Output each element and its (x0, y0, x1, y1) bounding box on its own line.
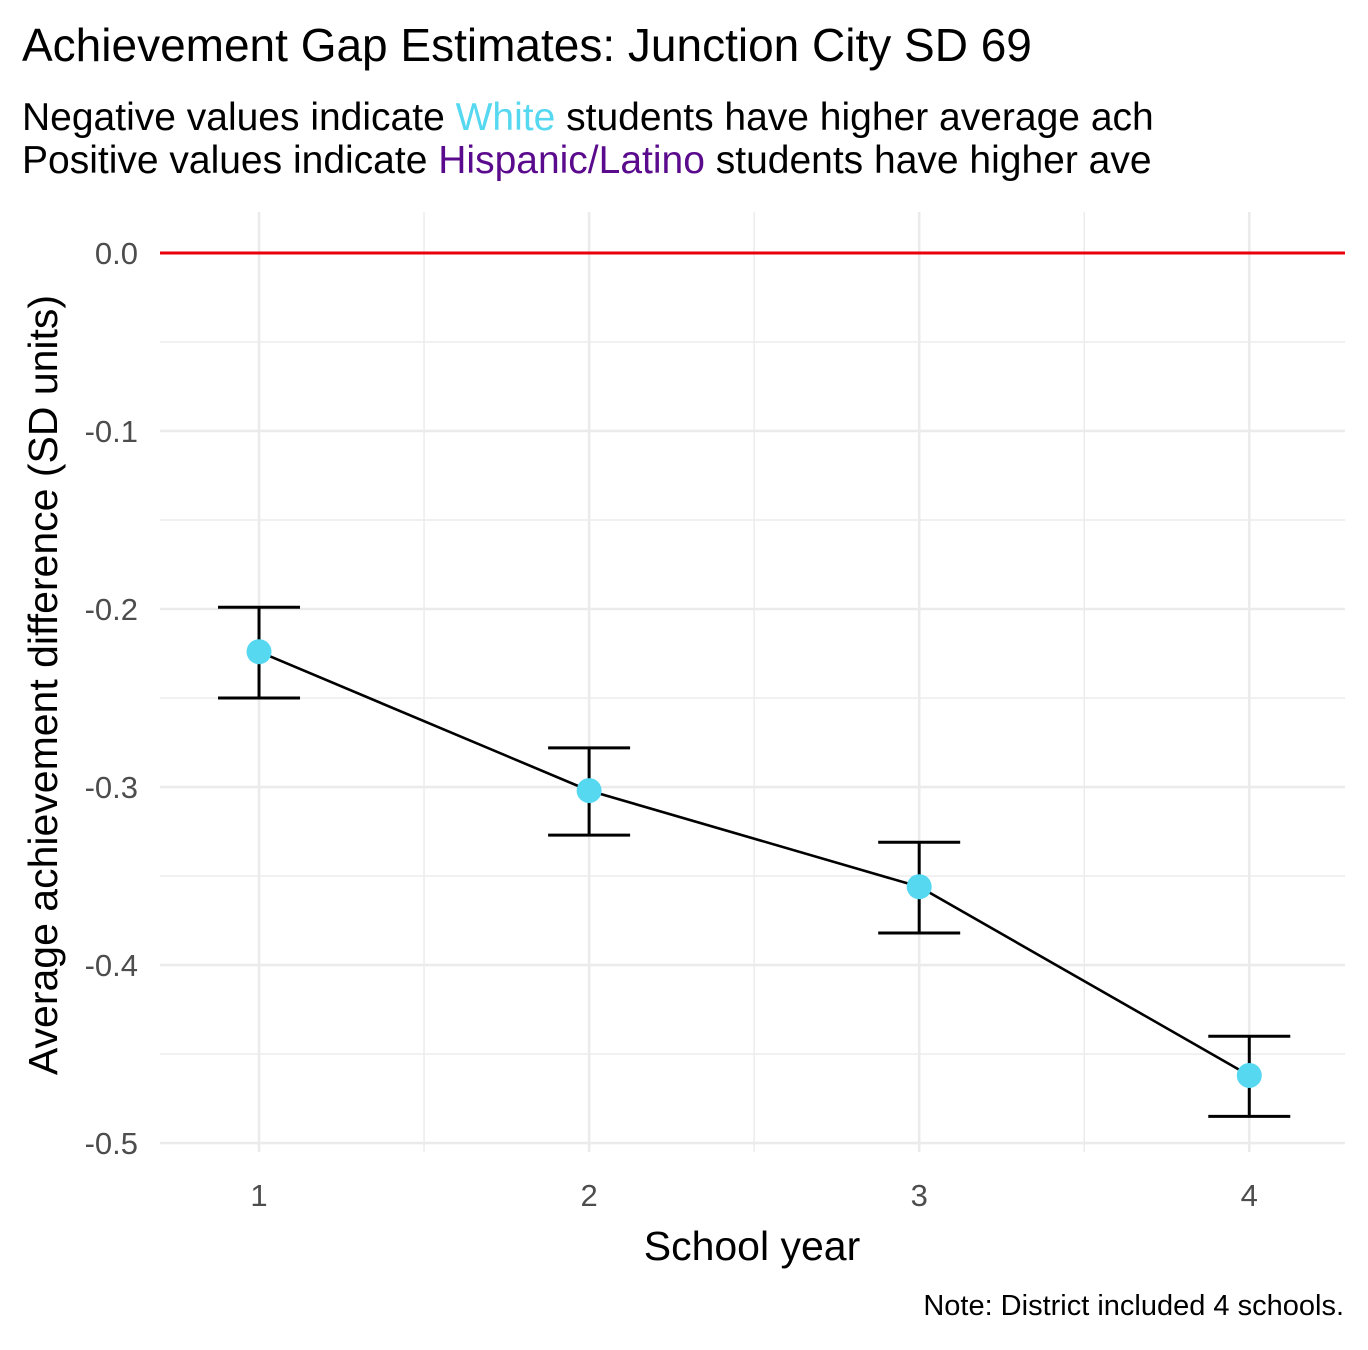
x-axis-label: School year (644, 1223, 861, 1269)
y-tick-label-3: -0.3 (85, 770, 138, 805)
subtitle-white-group: White (455, 96, 556, 139)
data-point-3 (1236, 1062, 1262, 1088)
y-tick-labels: 0.0 -0.1 -0.2 -0.3 -0.4 -0.5 (85, 236, 138, 1161)
subtitle-negative-suffix: students have higher average ach (555, 96, 1154, 139)
data-point-2 (906, 874, 932, 900)
x-tick-label-3: 4 (1241, 1178, 1258, 1213)
subtitle-hispanic-group: Hispanic/Latino (438, 139, 705, 182)
y-tick-label-5: -0.5 (85, 1126, 138, 1161)
y-axis-label: Average achievement difference (SD units… (20, 295, 66, 1075)
x-tick-label-2: 3 (911, 1178, 928, 1213)
subtitle-positive-prefix: Positive values indicate (22, 139, 439, 182)
subtitle-line-positive: Positive values indicate Hispanic/Latino… (22, 141, 1152, 180)
y-tick-label-1: -0.1 (85, 414, 138, 449)
data-point-1 (576, 778, 602, 804)
point-layer (246, 639, 1262, 1088)
y-tick-label-4: -0.4 (85, 948, 138, 983)
subtitle-line-negative: Negative values indicate White students … (22, 98, 1154, 137)
subtitle-negative-prefix: Negative values indicate (22, 96, 456, 139)
subtitle-positive-suffix: students have higher ave (704, 139, 1152, 182)
series-line (258, 650, 1250, 1077)
series-line-layer (258, 650, 1250, 1077)
grid-minor (160, 212, 1345, 1152)
chart-caption: Note: District included 4 schools. (923, 1290, 1344, 1322)
grid-major (160, 212, 1345, 1152)
x-tick-labels: 1 2 3 4 (250, 1178, 1258, 1213)
chart-title: Achievement Gap Estimates: Junction City… (22, 19, 1032, 71)
x-tick-label-1: 2 (580, 1178, 597, 1213)
y-tick-label-0: 0.0 (95, 236, 138, 271)
x-tick-label-0: 1 (250, 1178, 267, 1213)
data-point-0 (246, 639, 272, 665)
y-tick-label-2: -0.2 (85, 592, 138, 627)
